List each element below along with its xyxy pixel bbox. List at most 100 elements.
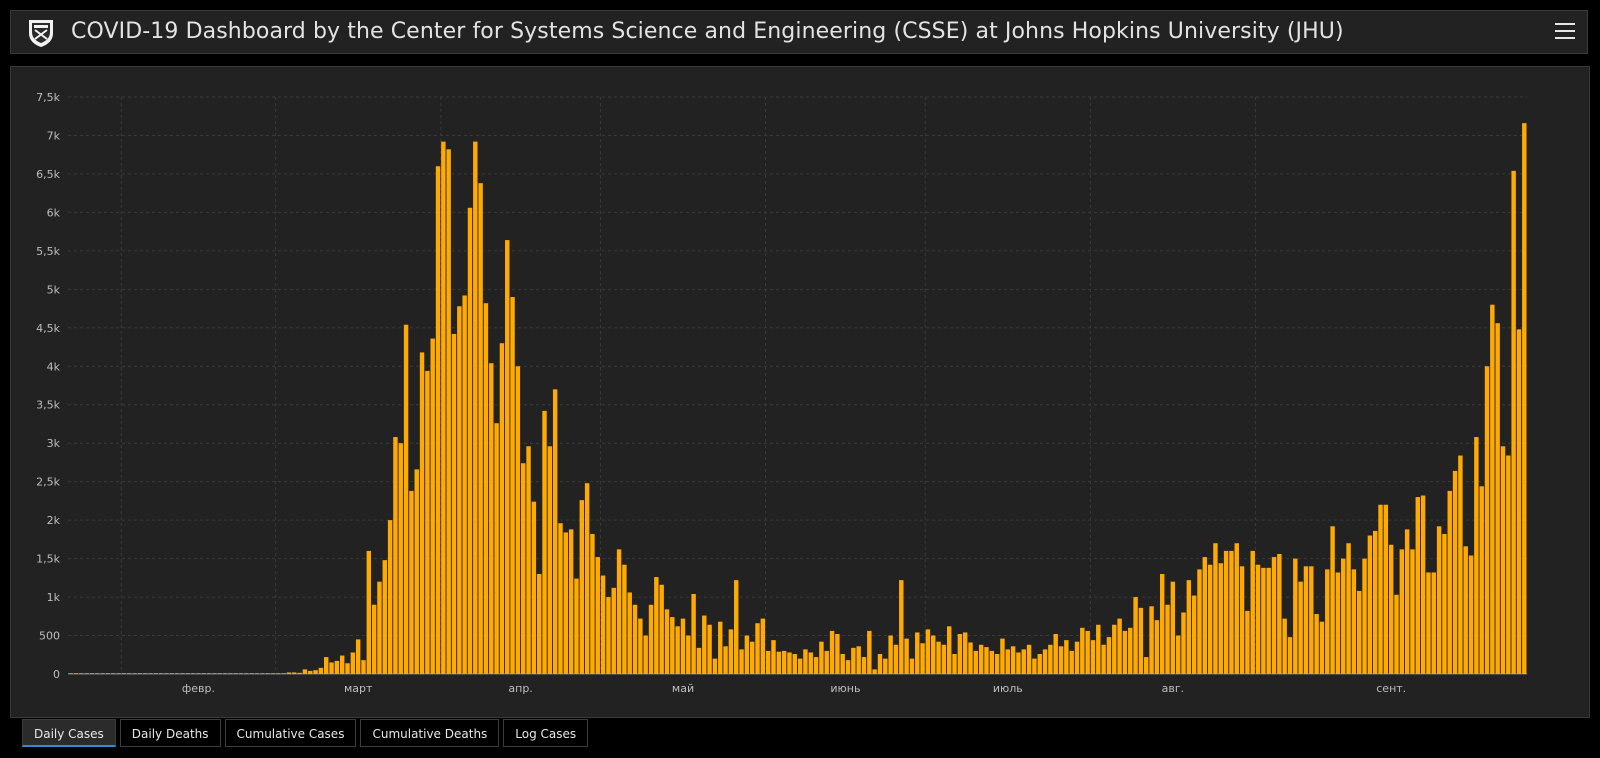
bar	[462, 295, 467, 674]
bar	[574, 578, 579, 674]
bar	[142, 673, 148, 675]
bar	[718, 621, 723, 674]
y-tick-label: 2k	[47, 514, 61, 527]
bar	[1090, 640, 1096, 674]
bar	[308, 670, 313, 674]
y-tick-label: 500	[39, 630, 60, 643]
bar	[1287, 637, 1293, 674]
bar	[1080, 627, 1085, 674]
bar	[446, 149, 451, 674]
bar	[1458, 455, 1463, 674]
bar	[931, 635, 936, 674]
bar	[856, 646, 861, 674]
bar	[435, 166, 441, 674]
bar	[457, 306, 462, 674]
bar	[744, 635, 750, 674]
bar	[670, 617, 675, 674]
bar	[1330, 526, 1335, 674]
bar	[526, 446, 531, 674]
bar	[547, 446, 553, 674]
bar	[941, 644, 947, 674]
bar	[222, 673, 228, 675]
x-tick-label: сент.	[1376, 682, 1406, 695]
bar	[1383, 504, 1389, 674]
y-tick-label: 4k	[47, 360, 61, 373]
bar	[787, 652, 792, 674]
bar	[595, 557, 600, 674]
bar	[925, 629, 931, 674]
bar	[829, 630, 835, 674]
bar	[1223, 550, 1229, 674]
bar	[292, 672, 297, 674]
bar	[382, 560, 387, 674]
bar	[350, 652, 356, 674]
bar	[579, 500, 585, 674]
bar	[643, 635, 648, 674]
bar	[1298, 581, 1303, 674]
bar	[217, 673, 222, 675]
tab-daily-deaths[interactable]: Daily Deaths	[119, 719, 221, 747]
bar	[1255, 564, 1261, 674]
y-tick-label: 6k	[47, 206, 61, 219]
bar	[345, 663, 350, 674]
bar	[425, 370, 430, 674]
bar	[867, 630, 872, 674]
x-tick-label: июнь	[830, 682, 860, 695]
hamburger-menu-icon[interactable]	[1555, 23, 1575, 41]
bar	[797, 658, 803, 674]
bar	[419, 352, 425, 674]
bar	[1266, 567, 1271, 674]
bar	[409, 490, 414, 674]
bar	[164, 673, 169, 675]
bar	[185, 673, 190, 675]
tab-log-cases[interactable]: Log Cases	[503, 719, 589, 747]
bar	[126, 673, 132, 675]
bar	[174, 673, 180, 675]
bar	[861, 657, 867, 674]
bar	[1112, 624, 1117, 674]
bar	[781, 650, 787, 674]
bar	[1362, 558, 1367, 674]
bar	[696, 647, 702, 674]
bar	[329, 662, 334, 674]
jhu-shield-icon	[29, 20, 53, 47]
bar	[765, 650, 771, 674]
tab-daily-cases[interactable]: Daily Cases	[22, 719, 116, 747]
bar	[1447, 490, 1452, 674]
bar	[723, 646, 728, 674]
bar	[1096, 624, 1101, 674]
bar	[1058, 646, 1064, 674]
bar	[1213, 543, 1218, 674]
bar	[686, 635, 691, 674]
bar	[936, 641, 941, 674]
bar	[1032, 658, 1037, 674]
x-tick-label: март	[344, 682, 373, 695]
bar	[1245, 610, 1250, 674]
bar	[254, 673, 260, 675]
bar	[1335, 572, 1341, 674]
tab-cumulative-cases[interactable]: Cumulative Cases	[224, 719, 357, 747]
bar	[84, 673, 89, 675]
bar	[132, 673, 137, 675]
bar	[728, 629, 734, 674]
bar	[909, 658, 915, 674]
bar	[403, 324, 409, 674]
bar	[590, 533, 595, 674]
tab-cumulative-deaths[interactable]: Cumulative Deaths	[360, 719, 500, 747]
bar	[1218, 563, 1223, 674]
bar	[1277, 553, 1282, 674]
bar	[1372, 530, 1378, 674]
bar	[190, 673, 196, 675]
bar	[1426, 572, 1431, 674]
bar	[489, 363, 494, 674]
bar	[1101, 644, 1106, 674]
bar	[1117, 618, 1122, 674]
y-tick-label: 0	[53, 668, 60, 681]
bar	[946, 626, 952, 674]
bar	[153, 673, 159, 675]
bar	[1197, 569, 1202, 674]
bar	[1159, 573, 1165, 674]
bar	[1074, 641, 1080, 674]
bar	[755, 623, 760, 674]
bar	[1207, 564, 1213, 674]
